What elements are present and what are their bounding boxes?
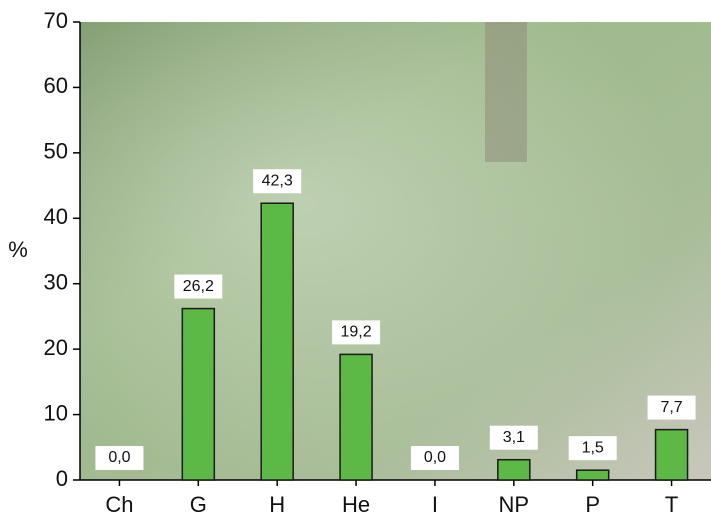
value-label: 26,2	[183, 278, 214, 295]
value-label-box	[332, 320, 381, 345]
value-label: 3,1	[503, 429, 525, 446]
y-tick-label: 70	[44, 8, 68, 33]
y-tick-label: 0	[56, 466, 68, 491]
y-tick-label: 30	[44, 270, 68, 295]
value-label: 1,5	[582, 439, 604, 456]
x-tick-label: T	[665, 492, 678, 517]
plot-background-glow	[80, 22, 711, 480]
background-trunk	[485, 22, 527, 162]
bar	[654, 428, 689, 481]
x-tick-label: I	[432, 492, 438, 517]
value-label-box	[489, 425, 538, 450]
value-label-box	[174, 274, 223, 299]
value-label: 19,2	[340, 324, 371, 341]
y-axis-label: %	[8, 237, 28, 262]
value-label-box	[410, 446, 459, 470]
bar	[339, 353, 373, 481]
value-label-box	[568, 436, 617, 461]
x-tick-label: Ch	[105, 492, 133, 517]
x-tick-label: H	[269, 492, 285, 517]
y-tick-label: 40	[44, 204, 68, 229]
value-label: 0,0	[424, 449, 446, 466]
value-label-box	[95, 446, 144, 470]
y-tick-label: 20	[44, 335, 68, 360]
bar	[260, 202, 294, 481]
y-tick-label: 60	[44, 73, 68, 98]
y-tick-label: 10	[44, 400, 68, 425]
x-tick-label: P	[585, 492, 600, 517]
x-tick-label: He	[342, 492, 370, 517]
x-tick-label: G	[190, 492, 207, 517]
y-tick-label: 50	[44, 139, 68, 164]
bar	[497, 458, 531, 481]
bar	[181, 307, 216, 481]
value-label-box	[647, 395, 696, 420]
value-label: 7,7	[660, 399, 682, 416]
x-tick-label: NP	[499, 492, 530, 517]
value-label-box	[253, 169, 302, 194]
value-label: 42,3	[262, 172, 293, 189]
bar	[575, 469, 610, 481]
value-label: 0,0	[108, 449, 130, 466]
